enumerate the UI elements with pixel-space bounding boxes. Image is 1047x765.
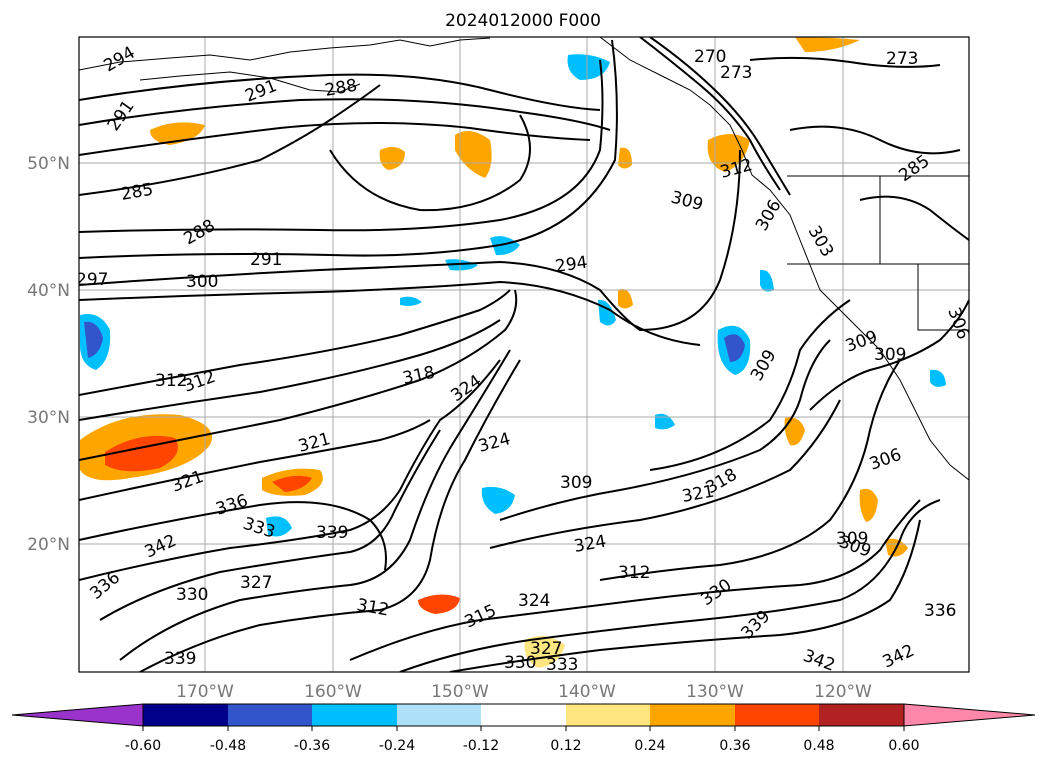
cool-anomaly-d [481, 486, 515, 514]
contour-label: 294 [554, 253, 589, 277]
contour-label: 327 [530, 639, 562, 659]
contour-label: 273 [886, 49, 918, 69]
cool-anomaly-e [490, 236, 520, 256]
contour-label: 273 [720, 63, 752, 83]
map-panel: 294 291 291 288 270 273 273 285 288 291 … [76, 36, 970, 675]
colorbar-outline [142, 703, 905, 727]
cool-anomaly-j [930, 369, 946, 387]
warm-anomaly-k [524, 636, 565, 668]
warm-anomaly-d [379, 146, 405, 170]
lat-label: 50°N [27, 154, 70, 174]
lon-label: 120°W [814, 682, 872, 702]
colorbar-bin [228, 704, 312, 726]
colorbar: -0.60 -0.48 -0.36 -0.24 -0.12 0.12 0.24 … [11, 703, 1036, 754]
contour-label: 270 [694, 47, 726, 67]
colorbar-tick-label: 0.12 [550, 738, 581, 754]
contour-label: 330 [176, 585, 208, 605]
colorbar-tick-label: 0.24 [634, 738, 665, 754]
map-frame [78, 36, 970, 673]
contour-label: 339 [164, 649, 196, 669]
colorbar-bin [397, 704, 481, 726]
contour-label: 339 [316, 523, 348, 543]
contour-label: 327 [240, 573, 272, 593]
coastlines [79, 37, 969, 481]
shaded-anomaly-fields [80, 37, 946, 668]
colorbar-tick-label: 0.48 [803, 738, 834, 754]
cool-anomaly-k [400, 296, 422, 306]
lon-label: 130°W [686, 682, 744, 702]
colorbar-extend-low [11, 703, 144, 727]
contour-label: 336 [924, 601, 956, 621]
cool-anomaly-i [655, 413, 675, 430]
colorbar-bin [143, 704, 228, 726]
warm-anomaly-m [618, 289, 633, 309]
colorbar-tick-label: 0.36 [719, 738, 750, 754]
warm-anomaly-f [795, 37, 860, 52]
contour-label: 300 [186, 272, 218, 292]
colorbar-bin [735, 704, 819, 726]
map-background [79, 37, 969, 672]
colorbar-tick-labels: -0.60 -0.48 -0.36 -0.24 -0.12 0.12 0.24 … [125, 738, 920, 754]
longitude-labels: 170°W 160°W 150°W 140°W 130°W 120°W [176, 682, 872, 702]
contour-label: 330 [504, 653, 536, 673]
warm-anomaly-h [784, 417, 805, 446]
warm-anomaly-b [455, 131, 492, 178]
warm-anomaly-a-core [272, 475, 312, 492]
contour-label: 309 [836, 529, 868, 549]
colorbar-tick-label: -0.60 [125, 738, 161, 754]
cool-anomaly-l [760, 269, 774, 292]
contour-lines [79, 37, 969, 672]
colorbar-bin [819, 704, 904, 726]
contour-label: 324 [518, 591, 550, 611]
colorbar-tick-label: -0.48 [210, 738, 246, 754]
contour-label: 297 [76, 270, 108, 290]
cool-anomaly-b-core [724, 334, 745, 362]
colorbar-ticks [142, 726, 905, 731]
lon-label: 150°W [431, 682, 489, 702]
contour-label: 312 [618, 563, 650, 583]
cool-anomaly-h [266, 516, 292, 537]
cool-anomaly-a-core [84, 321, 103, 358]
contour-label: 333 [546, 655, 578, 675]
contour-label: 291 [250, 250, 282, 270]
colorbar-bin [312, 704, 397, 726]
warm-anomaly-g [418, 594, 460, 614]
contour-label: 309 [874, 345, 906, 365]
lat-label: 20°N [27, 535, 70, 555]
map-title: 2024012000 F000 [445, 11, 601, 31]
colorbar-bin [566, 704, 650, 726]
contour-label: 309 [560, 473, 592, 493]
colorbar-tick-label: 0.60 [888, 738, 919, 754]
latitude-labels: 50°N 40°N 30°N 20°N [27, 154, 70, 555]
lon-label: 140°W [558, 682, 616, 702]
colorbar-extend-high [903, 703, 1036, 727]
warm-anomaly-c [150, 122, 205, 145]
colorbar-bin [650, 704, 735, 726]
colorbar-tick-label: -0.12 [463, 738, 499, 754]
colorbar-bin [481, 704, 566, 726]
lat-label: 30°N [27, 408, 70, 428]
lon-label: 170°W [176, 682, 234, 702]
colorbar-tick-label: -0.24 [379, 738, 415, 754]
contour-label: 312 [155, 371, 187, 391]
lat-label: 40°N [27, 281, 70, 301]
warm-anomaly-i [859, 488, 878, 522]
colorbar-tick-label: -0.36 [294, 738, 330, 754]
lon-label: 160°W [304, 682, 362, 702]
